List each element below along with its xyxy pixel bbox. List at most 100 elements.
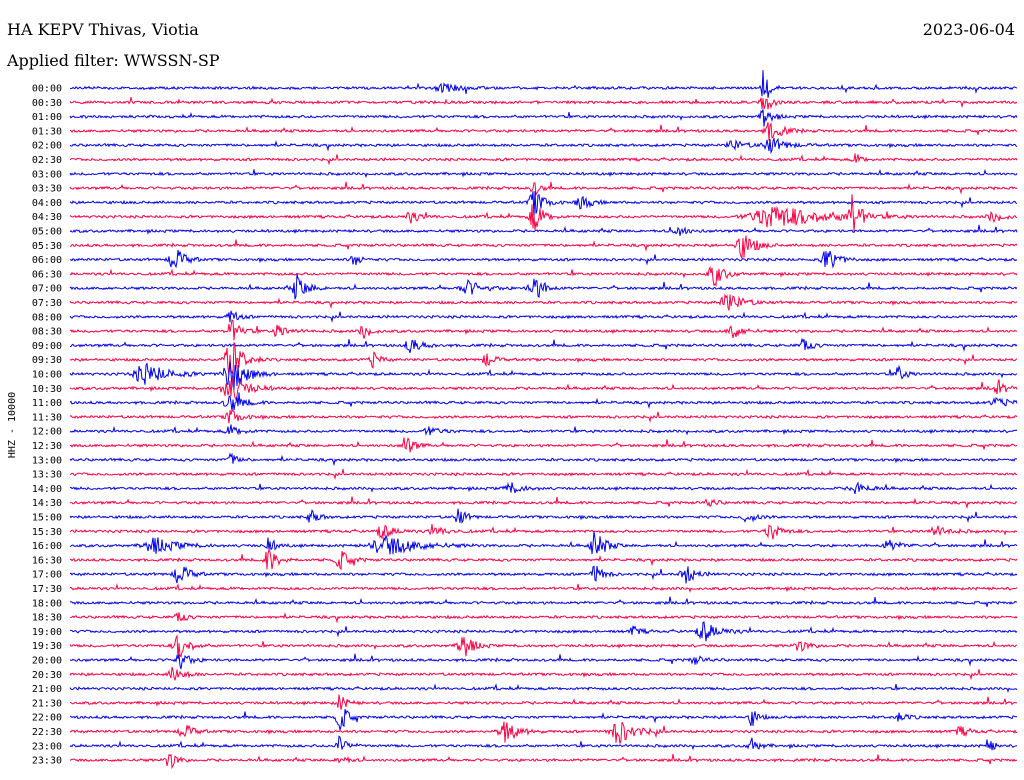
time-label: 22:00 [32, 713, 62, 724]
trace-line [69, 666, 1018, 681]
trace-line [69, 634, 1018, 660]
trace-line [69, 694, 1018, 710]
trace-line [69, 452, 1018, 467]
time-label: 05:00 [32, 227, 62, 238]
trace-line [69, 70, 1018, 98]
time-label: 12:00 [32, 427, 62, 438]
trace-line [69, 437, 1018, 453]
trace-line [69, 190, 1018, 217]
trace-line [69, 753, 1018, 770]
trace-line [69, 409, 1018, 424]
trace-line [69, 109, 1018, 127]
time-label: 01:00 [32, 112, 62, 123]
time-label: 00:30 [32, 98, 62, 109]
time-label: 13:00 [32, 455, 62, 466]
trace-line [69, 249, 1018, 269]
trace-line [69, 523, 1018, 540]
trace-line [69, 424, 1018, 436]
trace-line [69, 508, 1018, 525]
trace-line [69, 361, 1018, 391]
time-label: 08:00 [32, 312, 62, 323]
time-label: 23:30 [32, 756, 62, 767]
time-label: 23:00 [32, 741, 62, 752]
time-label: 18:00 [32, 598, 62, 609]
trace-line [69, 265, 1018, 287]
time-label: 09:00 [32, 341, 62, 352]
trace-line [69, 168, 1018, 179]
date-label: 2023-06-04 [922, 20, 1015, 39]
time-label: 16:00 [32, 541, 62, 552]
trace-line [69, 392, 1018, 412]
trace-line [69, 341, 1018, 375]
time-label: 15:00 [32, 513, 62, 524]
time-label: 20:00 [32, 656, 62, 667]
time-label: 02:30 [32, 155, 62, 166]
time-label: 19:30 [32, 641, 62, 652]
trace-line [69, 273, 1018, 300]
time-label: 04:00 [32, 198, 62, 209]
trace-line [69, 310, 1018, 323]
trace-line [69, 194, 1018, 232]
time-label: 02:00 [32, 141, 62, 152]
time-label: 03:30 [32, 184, 62, 195]
time-label: 04:30 [32, 212, 62, 223]
time-label: 07:30 [32, 298, 62, 309]
station-title: HA KEPV Thivas, Viotia [7, 20, 199, 39]
time-label: 07:00 [32, 284, 62, 295]
time-label: 21:00 [32, 684, 62, 695]
time-label: 09:30 [32, 355, 62, 366]
traces [69, 70, 1018, 770]
trace-line [69, 153, 1018, 166]
time-label: 11:30 [32, 412, 62, 423]
trace-line [69, 708, 1018, 732]
trace-line [69, 137, 1018, 155]
time-label: 22:30 [32, 727, 62, 738]
trace-line [69, 548, 1018, 571]
time-label: 19:00 [32, 627, 62, 638]
time-label: 11:00 [32, 398, 62, 409]
time-label: 12:30 [32, 441, 62, 452]
time-label: 20:30 [32, 670, 62, 681]
time-label: 14:00 [32, 484, 62, 495]
time-label: 05:30 [32, 241, 62, 252]
time-label: 15:30 [32, 527, 62, 538]
trace-line [69, 468, 1018, 481]
time-label: 16:30 [32, 555, 62, 566]
time-label: 01:30 [32, 126, 62, 137]
trace-line [69, 683, 1018, 693]
time-labels: 00:00 00:30 01:00 01:30 02:00 02:30 03:00 03:30… [32, 84, 62, 767]
trace-line [69, 377, 1018, 401]
y-axis-label: HHZ - 10000 [7, 392, 18, 458]
filter-label: Applied filter: WWSSN-SP [7, 51, 220, 70]
trace-line [69, 181, 1018, 197]
trace-line [69, 337, 1018, 354]
time-label: 10:00 [32, 370, 62, 381]
time-label: 03:00 [32, 169, 62, 180]
trace-line [69, 653, 1018, 670]
time-label: 14:30 [32, 498, 62, 509]
time-label: 17:30 [32, 584, 62, 595]
trace-line [69, 481, 1018, 495]
time-label: 10:30 [32, 384, 62, 395]
time-label: 13:30 [32, 470, 62, 481]
time-label: 21:30 [32, 698, 62, 709]
trace-line [69, 122, 1018, 141]
trace-line [69, 496, 1018, 510]
trace-line [69, 319, 1017, 341]
trace-line [69, 224, 1018, 236]
trace-line [69, 583, 1018, 593]
time-label: 06:00 [32, 255, 62, 266]
trace-line [69, 611, 1018, 624]
time-label: 18:30 [32, 613, 62, 624]
trace-line [69, 735, 1018, 751]
trace-line [69, 97, 1018, 110]
trace-line [69, 565, 1018, 584]
time-label: 00:00 [32, 84, 62, 95]
time-label: 08:30 [32, 327, 62, 338]
time-label: 17:00 [32, 570, 62, 581]
trace-line [69, 721, 1018, 744]
time-label: 06:30 [32, 269, 62, 280]
trace-line [70, 235, 1018, 260]
trace-line [69, 596, 1017, 607]
